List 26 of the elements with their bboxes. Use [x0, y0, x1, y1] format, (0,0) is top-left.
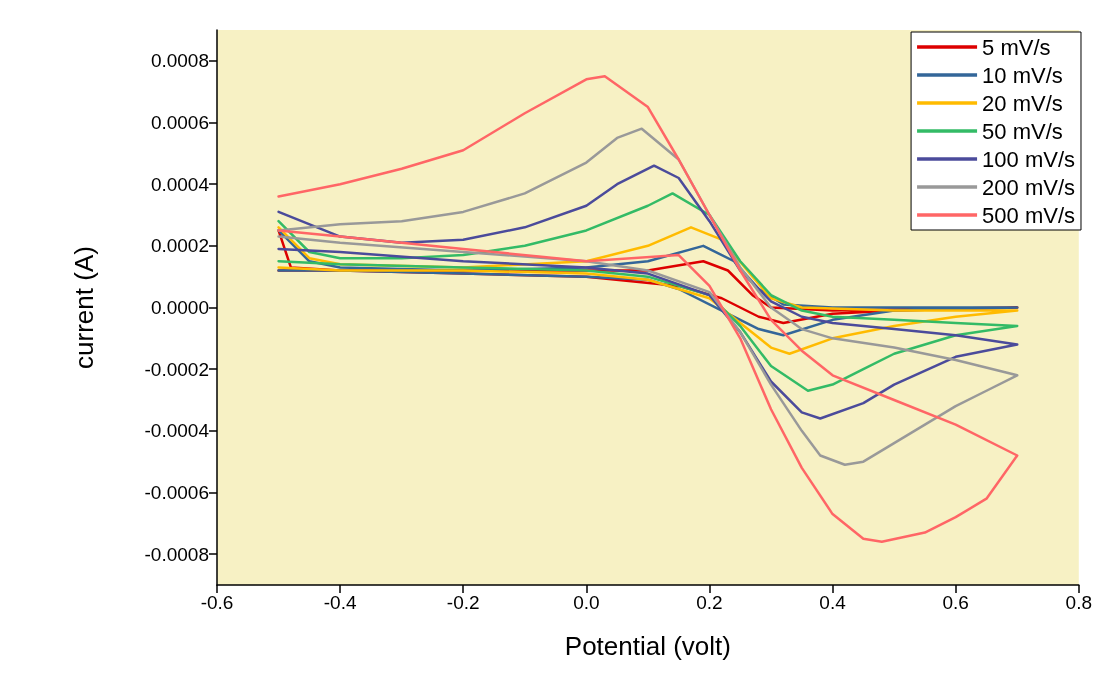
y-tick-label: -0.0006: [144, 482, 209, 503]
y-tick-label: -0.0008: [144, 543, 209, 565]
x-tick-label: -0.4: [323, 592, 357, 613]
legend-label: 100 mV/s: [982, 146, 1076, 172]
y-tick-label: 0.0004: [150, 173, 210, 195]
x-tick-label: 0.2: [696, 592, 723, 613]
y-tick-label: -0.0004: [144, 420, 210, 442]
legend-label: 200 mV/s: [982, 174, 1076, 200]
x-tick-label: 0.0: [573, 592, 600, 613]
x-tick-label: 0.8: [1065, 592, 1092, 613]
legend-label: 10 mV/s: [982, 62, 1063, 88]
legend-label: 50 mV/s: [982, 118, 1063, 144]
legend-label: 5 mV/s: [982, 34, 1051, 60]
y-tick-label: 0.0000: [150, 297, 209, 318]
y-axis-title: current (A): [69, 246, 99, 369]
x-tick-label: -0.2: [446, 592, 480, 613]
x-tick-label: 0.4: [819, 592, 847, 613]
y-tick-label: 0.0006: [150, 112, 209, 133]
legend-label: 500 mV/s: [982, 202, 1076, 228]
legend-label: 20 mV/s: [982, 90, 1063, 116]
x-tick-label: 0.6: [942, 592, 969, 613]
y-tick-label: 0.0002: [150, 235, 209, 257]
y-tick-label: -0.0002: [144, 358, 209, 380]
x-axis-title: Potential (volt): [564, 631, 731, 661]
y-tick-label: 0.0008: [150, 50, 209, 72]
x-tick-label: -0.6: [200, 592, 234, 613]
